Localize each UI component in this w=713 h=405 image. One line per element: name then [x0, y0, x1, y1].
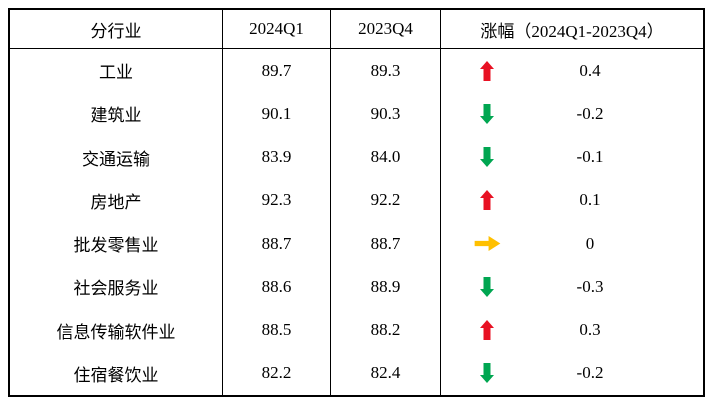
industry-index-table: 分行业 2024Q1 2023Q4 涨幅（2024Q1-2023Q4） 工业 8…	[8, 8, 705, 397]
up-arrow-icon	[467, 60, 507, 81]
change-cell: -0.2	[441, 352, 703, 395]
value-2023q4: 92.2	[331, 178, 441, 222]
value-2023q4: 88.2	[331, 308, 441, 352]
table-row: 建筑业 90.1 90.3 -0.2	[10, 92, 703, 136]
table-row: 社会服务业 88.6 88.9 -0.3	[10, 265, 703, 309]
change-value: 0.1	[579, 190, 601, 210]
value-2024q1: 89.7	[223, 49, 331, 93]
col-header-2024q1: 2024Q1	[223, 10, 331, 48]
industry-name: 交通运输	[10, 135, 223, 179]
table-row: 工业 89.7 89.3 0.4	[10, 49, 703, 93]
value-2023q4: 90.3	[331, 92, 441, 136]
change-cell: 0	[441, 222, 703, 265]
industry-name: 批发零售业	[10, 222, 223, 266]
table-row: 住宿餐饮业 82.2 82.4 -0.2	[10, 351, 703, 395]
table-row: 批发零售业 88.7 88.7 0	[10, 222, 703, 266]
industry-name: 信息传输软件业	[10, 308, 223, 352]
change-cell: 0.3	[441, 309, 703, 352]
down-arrow-icon	[467, 103, 507, 124]
value-2023q4: 88.7	[331, 222, 441, 266]
change-value: -0.2	[576, 363, 604, 383]
value-2024q1: 88.6	[223, 265, 331, 309]
change-cell: 0.1	[441, 179, 703, 222]
industry-name: 社会服务业	[10, 265, 223, 309]
up-arrow-icon	[467, 320, 507, 341]
down-arrow-icon	[467, 276, 507, 297]
value-2024q1: 88.7	[223, 222, 331, 266]
col-header-industry: 分行业	[10, 10, 223, 48]
col-header-change: 涨幅（2024Q1-2023Q4）	[480, 21, 664, 41]
change-value: -0.3	[576, 276, 604, 296]
change-cell: -0.3	[441, 265, 703, 308]
value-2023q4: 89.3	[331, 49, 441, 93]
change-value: -0.2	[576, 103, 604, 123]
industry-name: 住宿餐饮业	[10, 351, 223, 395]
flat-arrow-icon	[467, 236, 507, 252]
value-2023q4: 84.0	[331, 135, 441, 179]
change-cell: -0.2	[441, 92, 703, 135]
change-cell: 0.4	[441, 49, 703, 92]
change-value: 0	[585, 233, 595, 253]
change-value: -0.1	[576, 147, 604, 167]
value-2023q4: 82.4	[331, 351, 441, 395]
change-value: 0.4	[579, 60, 601, 80]
change-cell: -0.1	[441, 136, 703, 179]
industry-name: 建筑业	[10, 92, 223, 136]
value-2024q1: 83.9	[223, 135, 331, 179]
value-2023q4: 88.9	[331, 265, 441, 309]
value-2024q1: 92.3	[223, 178, 331, 222]
table-row: 信息传输软件业 88.5 88.2 0.3	[10, 308, 703, 352]
down-arrow-icon	[467, 147, 507, 168]
table-row: 交通运输 83.9 84.0 -0.1	[10, 135, 703, 179]
table-header-row: 分行业 2024Q1 2023Q4 涨幅（2024Q1-2023Q4）	[10, 10, 703, 49]
value-2024q1: 82.2	[223, 351, 331, 395]
table-body: 工业 89.7 89.3 0.4 建筑业 90.1 90.3 -0.2 交通运输…	[10, 49, 703, 395]
industry-name: 工业	[10, 49, 223, 93]
value-2024q1: 90.1	[223, 92, 331, 136]
col-header-2023q4: 2023Q4	[331, 10, 441, 48]
value-2024q1: 88.5	[223, 308, 331, 352]
change-value: 0.3	[579, 320, 601, 340]
up-arrow-icon	[467, 190, 507, 211]
industry-name: 房地产	[10, 178, 223, 222]
table-row: 房地产 92.3 92.2 0.1	[10, 178, 703, 222]
down-arrow-icon	[467, 363, 507, 384]
